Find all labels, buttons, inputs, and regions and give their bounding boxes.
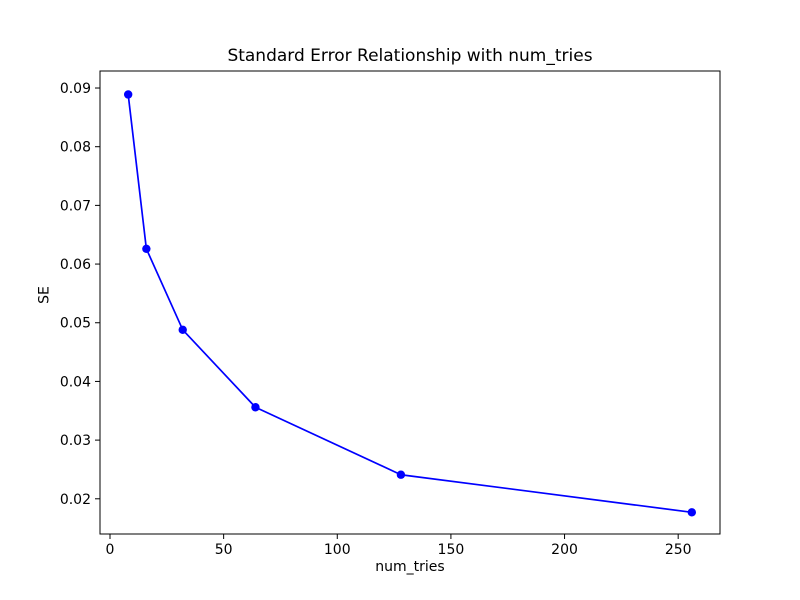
x-tick-label: 150	[438, 542, 465, 558]
x-tick-label: 250	[665, 542, 692, 558]
x-tick-label: 0	[106, 542, 115, 558]
x-tick-label: 100	[324, 542, 351, 558]
y-tick-label: 0.05	[60, 316, 91, 332]
x-tick-label: 50	[215, 542, 233, 558]
y-tick-label: 0.08	[60, 140, 91, 156]
data-point-marker	[251, 403, 260, 412]
data-point-marker	[142, 244, 151, 254]
y-tick-label: 0.04	[60, 374, 91, 390]
data-point-marker	[687, 508, 697, 517]
y-tick-label: 0.03	[60, 433, 91, 449]
chart-title: Standard Error Relationship with num_tri…	[227, 46, 593, 66]
data-point-marker	[123, 90, 133, 99]
data-point-marker	[178, 325, 187, 334]
y-axis-label: SE	[36, 286, 53, 304]
data-point-marker	[396, 470, 406, 479]
x-tick-label: 200	[551, 542, 578, 558]
plot-border	[99, 70, 721, 535]
x-axis-label: num_tries	[375, 559, 445, 575]
y-tick-label: 0.02	[60, 492, 91, 508]
y-tick-label: 0.06	[60, 257, 91, 273]
y-tick-label: 0.09	[60, 81, 91, 97]
data-line	[127, 94, 692, 514]
y-tick-label: 0.07	[60, 198, 91, 214]
